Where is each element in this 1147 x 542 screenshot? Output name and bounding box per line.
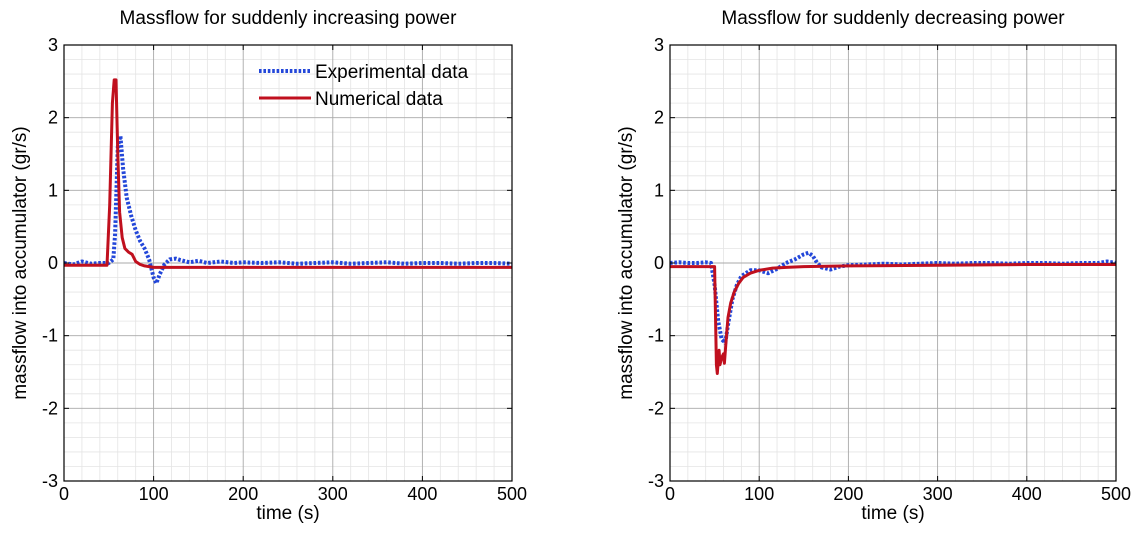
x-tick-label: 400 (1012, 484, 1042, 504)
series-line-experimental (63, 133, 513, 286)
x-tick-label: 500 (497, 484, 527, 504)
legend-label: Experimental data (315, 62, 469, 83)
x-axis-label: time (s) (861, 503, 924, 524)
x-tick-label: 0 (665, 484, 675, 504)
x-tick-label: 300 (318, 484, 348, 504)
y-tick-label: 3 (654, 35, 664, 55)
y-tick-label: 2 (48, 108, 58, 128)
x-tick-label: 200 (833, 484, 863, 504)
chart-title: Massflow for suddenly decreasing power (721, 8, 1065, 29)
legend-label: Numerical data (315, 89, 443, 110)
ticks: 0 100 200 300 400 500 -3 -2 -1 0 1 2 3 (648, 35, 1131, 504)
x-tick-label: 300 (923, 484, 953, 504)
y-tick-label: -3 (42, 471, 58, 491)
y-tick-label: 3 (48, 35, 58, 55)
x-tick-label: 100 (139, 484, 169, 504)
y-axis-label: massflow into accumulator (gr/s) (10, 126, 31, 399)
y-tick-label: -3 (648, 471, 664, 491)
y-tick-label: -1 (42, 326, 58, 346)
x-axis-label: time (s) (256, 503, 319, 524)
x-tick-label: 200 (228, 484, 258, 504)
x-tick-label: 400 (407, 484, 437, 504)
y-tick-label: 0 (48, 253, 58, 273)
y-tick-label: 0 (654, 253, 664, 273)
y-tick-label: 1 (654, 180, 664, 200)
y-axis-label: massflow into accumulator (gr/s) (616, 126, 637, 399)
ticks: 0 100 200 300 400 500 -3 -2 -1 0 1 2 3 (42, 35, 527, 504)
series-line-numerical (670, 263, 1116, 375)
y-tick-label: 1 (48, 180, 58, 200)
y-tick-label: -1 (648, 326, 664, 346)
chart-title: Massflow for suddenly increasing power (120, 8, 458, 29)
x-tick-label: 500 (1101, 484, 1131, 504)
x-tick-label: 100 (744, 484, 774, 504)
y-tick-label: 2 (654, 108, 664, 128)
legend: Experimental data Numerical data (259, 62, 469, 110)
chart-panel-1: 0 100 200 300 400 500 -3 -2 -1 0 1 2 3 Massflow for s… (10, 8, 527, 524)
chart-panel-2: 0 100 200 300 400 500 -3 -2 -1 0 1 2 3 Massflow for s… (616, 8, 1131, 524)
y-tick-label: -2 (648, 398, 664, 418)
x-tick-label: 0 (59, 484, 69, 504)
series-line-numerical (64, 78, 512, 269)
y-tick-label: -2 (42, 398, 58, 418)
